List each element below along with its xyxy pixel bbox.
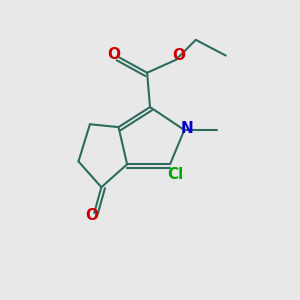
Text: O: O: [172, 48, 185, 63]
Text: Cl: Cl: [168, 167, 184, 182]
Text: O: O: [85, 208, 98, 223]
Text: O: O: [108, 47, 121, 62]
Text: N: N: [181, 121, 194, 136]
